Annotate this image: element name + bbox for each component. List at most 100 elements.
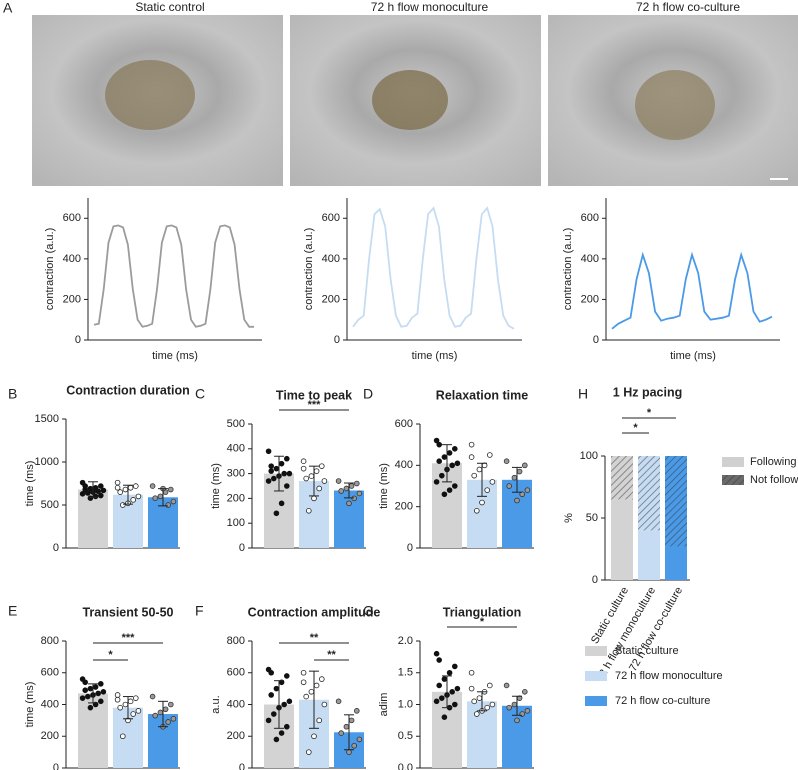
data-point: [446, 450, 453, 456]
y-tick-label: 0.0: [398, 762, 413, 770]
data-point: [273, 685, 280, 692]
data-point: [506, 483, 513, 489]
legend-label: Following: [750, 456, 796, 468]
significance-label: *: [108, 649, 113, 661]
y-tick-label: 300: [227, 468, 245, 480]
chart-title: 1 Hz pacing: [613, 385, 682, 399]
legend-swatch: [585, 696, 607, 706]
y-axis-label: contraction (a.u.): [562, 228, 574, 311]
y-tick-label: 1500: [35, 413, 59, 425]
y-tick-label: 200: [227, 730, 245, 742]
data-point: [346, 749, 352, 755]
y-tick-label: 0: [75, 334, 81, 346]
panel-letter: C: [195, 386, 205, 402]
y-tick-label: 50: [586, 512, 598, 524]
data-point: [473, 507, 480, 514]
legend-swatch: [585, 646, 607, 656]
data-point: [479, 499, 485, 506]
data-point: [503, 458, 510, 465]
panel-letter: F: [195, 603, 204, 619]
y-tick-label: 600: [41, 667, 59, 679]
bar: [78, 489, 108, 548]
data-point: [503, 682, 510, 689]
data-point: [79, 491, 86, 497]
data-point: [446, 487, 453, 493]
data-point: [436, 657, 443, 663]
data-point: [473, 711, 480, 717]
data-point: [438, 472, 445, 479]
data-point: [149, 693, 156, 700]
data-point: [489, 701, 496, 708]
data-point: [471, 472, 478, 479]
data-point: [127, 698, 134, 705]
data-point: [82, 687, 88, 694]
data-point: [162, 706, 169, 713]
y-tick-label: 0: [53, 762, 59, 770]
y-tick-label: 400: [41, 698, 59, 710]
data-point: [484, 704, 491, 711]
data-point: [268, 468, 275, 474]
data-point: [273, 510, 280, 517]
data-point: [283, 483, 290, 489]
panel-letter: E: [8, 603, 17, 619]
data-point: [92, 493, 99, 500]
y-tick-label: 200: [41, 730, 59, 742]
data-point: [265, 717, 272, 724]
y-axis-label: adim: [378, 693, 390, 717]
data-point: [87, 495, 94, 501]
data-point: [441, 676, 448, 682]
data-point: [79, 695, 86, 701]
data-point: [436, 441, 443, 448]
data-point: [471, 698, 478, 705]
data-point: [321, 478, 328, 484]
data-point: [356, 736, 363, 743]
bar-segment: [638, 530, 660, 580]
data-point: [524, 708, 531, 714]
y-tick-label: 200: [63, 293, 81, 305]
data-point: [318, 676, 325, 682]
legend-swatch: [722, 475, 744, 485]
data-point: [100, 487, 107, 494]
chart-title: Contraction amplitude: [248, 605, 381, 619]
data-point: [100, 688, 107, 695]
y-tick-label: 500: [227, 418, 245, 430]
panel-letter: A: [3, 0, 13, 16]
data-point: [98, 483, 104, 489]
data-point: [305, 749, 312, 755]
data-point: [117, 704, 123, 711]
data-point: [313, 468, 320, 474]
data-point: [278, 730, 285, 736]
data-point: [95, 690, 101, 697]
data-point: [130, 497, 137, 503]
data-point: [433, 437, 440, 444]
data-point: [286, 698, 293, 705]
y-tick-label: 0: [592, 574, 598, 586]
y-tick-label: 200: [227, 492, 245, 504]
y-tick-label: 1.5: [398, 667, 413, 679]
chart-title: Transient 50-50: [82, 605, 173, 619]
significance-label: *: [480, 616, 485, 628]
bar-segment: [611, 456, 633, 500]
y-tick-label: 600: [395, 418, 413, 430]
significance-label: ***: [308, 399, 322, 411]
data-point: [98, 698, 104, 705]
panel-letter: D: [363, 386, 373, 402]
data-point: [283, 673, 290, 679]
data-point: [311, 495, 317, 502]
y-tick-label: 400: [395, 459, 413, 471]
y-tick-label: 800: [227, 635, 245, 647]
data-point: [265, 478, 272, 484]
data-point: [270, 475, 277, 482]
data-point: [476, 466, 483, 473]
chart-title: Contraction duration: [66, 383, 190, 397]
bar-segment: [665, 546, 687, 580]
y-tick-label: 600: [227, 667, 245, 679]
data-point: [436, 458, 443, 465]
data-point: [454, 685, 461, 692]
data-point: [318, 463, 325, 469]
y-tick-label: 400: [227, 443, 245, 455]
significance-label: **: [327, 649, 336, 661]
data-point: [451, 701, 458, 708]
data-point: [524, 487, 531, 493]
data-point: [278, 500, 285, 507]
